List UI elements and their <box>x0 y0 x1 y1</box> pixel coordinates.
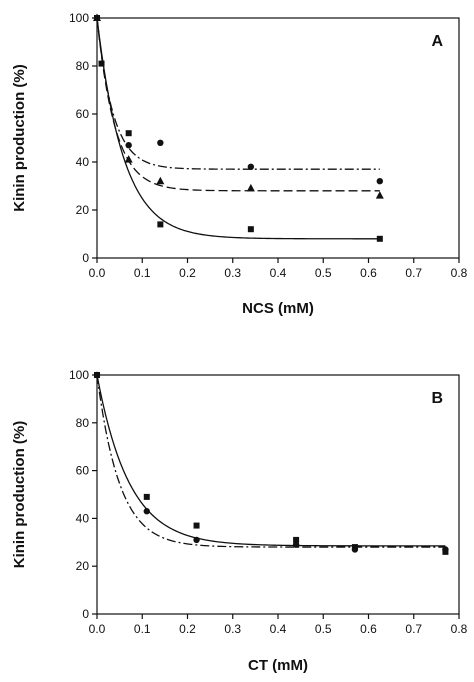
fit-curve-solid <box>96 374 446 547</box>
y-tick-label: 40 <box>76 155 90 169</box>
x-tick-label: 0.2 <box>179 266 196 280</box>
data-point-circle <box>193 536 200 544</box>
y-axis-title: Kinin production (%) <box>11 421 28 568</box>
x-tick-label: 0.0 <box>89 266 106 280</box>
data-point-circle <box>143 508 150 515</box>
y-tick-label: 40 <box>76 511 90 525</box>
fit-curve-dashed <box>96 17 380 192</box>
chart-panel-b: 0.0 0.1 0.2 0.3 0.4 0.5 0.6 0.7 0.8 0 20 40 60 80 100 C… <box>11 368 468 674</box>
y-tick-label: 20 <box>76 559 90 573</box>
x-tick-label: 0.1 <box>134 622 151 636</box>
x-tick-label: 0.4 <box>270 622 287 636</box>
x-tick-label: 0.4 <box>270 266 287 280</box>
y-tick-label: 20 <box>76 203 90 217</box>
x-axis-title: CT (mM) <box>248 657 308 674</box>
data-point-square <box>193 522 200 529</box>
data-point-triangle <box>124 155 133 163</box>
x-tick-label: 0.5 <box>315 266 332 280</box>
data-point-circle <box>157 139 164 146</box>
x-tick-label: 0.2 <box>179 622 196 636</box>
data-point-circle <box>442 546 449 553</box>
data-point-triangle <box>156 176 165 185</box>
y-tick-label: 80 <box>76 59 90 73</box>
data-point-square <box>125 130 132 137</box>
y-tick-label: 0 <box>82 607 89 621</box>
chart-panel-a: 0.0 0.1 0.2 0.3 0.4 0.5 0.6 0.7 0.8 0 20 40 60 80 100 N… <box>11 11 468 317</box>
data-point-circle <box>247 163 255 170</box>
x-tick-label: 0.7 <box>405 266 422 280</box>
data-point-triangle <box>375 191 384 199</box>
data-point-square <box>376 235 383 242</box>
data-point-circle <box>292 541 300 548</box>
fit-curve-dash-dot <box>96 374 446 548</box>
x-tick-label: 0.5 <box>315 622 332 636</box>
data-point-square <box>157 221 164 228</box>
x-axis-title: NCS (mM) <box>242 300 314 317</box>
y-tick-label: 100 <box>69 11 89 25</box>
fit-curve-solid <box>96 17 380 240</box>
x-tick-label: 0.0 <box>89 622 106 636</box>
x-tick-label: 0.1 <box>134 266 151 280</box>
y-axis-title: Kinin production (%) <box>11 64 28 211</box>
panel-label: A <box>431 33 443 50</box>
data-point-circle <box>93 371 101 379</box>
y-tick-label: 0 <box>82 251 89 265</box>
data-point-square <box>143 493 150 500</box>
data-point-square <box>293 536 300 543</box>
plot-frame <box>96 374 460 615</box>
y-tick-label: 60 <box>76 464 90 478</box>
panel-label: B <box>431 390 443 407</box>
y-tick-label: 80 <box>76 416 90 430</box>
x-tick-label: 0.7 <box>405 622 422 636</box>
data-point-circle <box>376 178 384 185</box>
data-point-circle <box>125 142 132 149</box>
x-tick-label: 0.6 <box>360 266 377 280</box>
x-tick-label: 0.8 <box>451 266 468 280</box>
fit-curve-dash-dot <box>96 17 380 170</box>
data-point-circle <box>93 14 101 22</box>
x-tick-label: 0.8 <box>451 622 468 636</box>
y-tick-label: 60 <box>76 107 90 121</box>
x-tick-label: 0.3 <box>224 266 241 280</box>
x-tick-label: 0.3 <box>224 622 241 636</box>
x-tick-label: 0.6 <box>360 622 377 636</box>
data-point-circle <box>351 546 359 553</box>
y-tick-label: 100 <box>69 368 89 382</box>
data-point-square <box>98 60 105 67</box>
data-point-triangle <box>246 183 255 192</box>
plot-frame <box>96 17 460 259</box>
data-point-square <box>247 226 254 233</box>
